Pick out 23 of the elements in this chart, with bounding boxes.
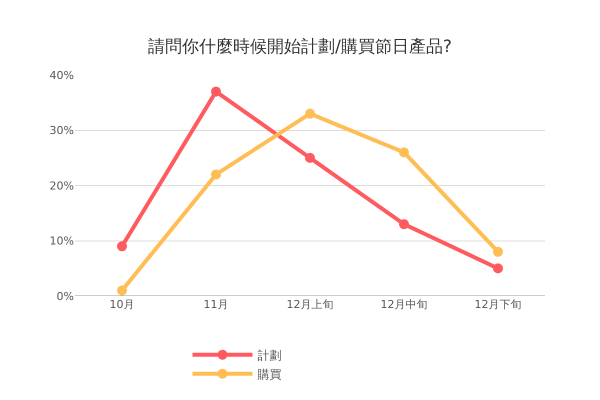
- y-tick-label: 20%: [50, 179, 74, 192]
- point: [493, 246, 503, 257]
- point: [493, 263, 503, 274]
- y-tick-label: 10%: [50, 234, 74, 248]
- x-tick-label: 12月下旬: [474, 298, 522, 311]
- legend-label: 計劃: [258, 348, 282, 362]
- point: [117, 241, 127, 252]
- point: [117, 285, 127, 296]
- point: [305, 152, 315, 163]
- point: [399, 147, 409, 158]
- x-tick-label: 11月: [204, 298, 228, 311]
- x-tick-label: 12月上旬: [286, 298, 334, 311]
- point: [399, 219, 409, 230]
- chart-title: 請問你什麼時候開始計劃/購買節日產品?: [148, 36, 452, 57]
- point: [305, 108, 315, 119]
- y-tick-label: 30%: [50, 124, 74, 138]
- x-tick-label: 12月中旬: [380, 298, 428, 311]
- y-tick-label: 0%: [56, 290, 74, 303]
- point: [211, 86, 221, 97]
- point: [211, 169, 221, 180]
- y-tick-label: 40%: [50, 68, 74, 82]
- x-tick-label: 10月: [110, 298, 134, 311]
- legend-label: 購買: [258, 367, 282, 382]
